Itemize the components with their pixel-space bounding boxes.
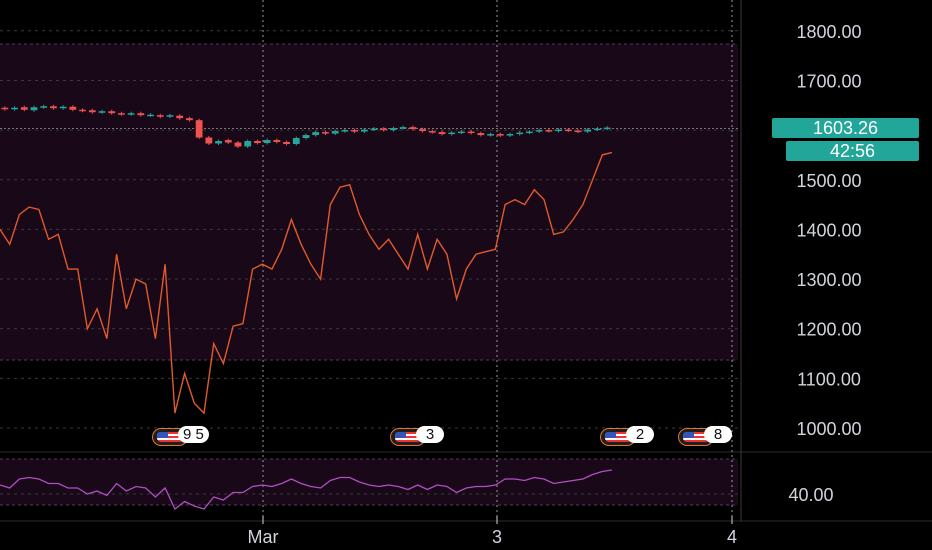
candle-body [312,132,320,136]
candle-body [477,133,485,136]
candle-body [487,134,494,136]
candle-body [244,141,252,147]
candle-body [574,130,582,133]
candle-body [496,134,504,136]
us-event-marker[interactable]: 3 [390,426,480,446]
candlestick-series [1,104,611,148]
candle-body [331,131,339,134]
price-label: 1100.00 [797,369,861,389]
candle-body [341,130,349,132]
candle-body [69,106,77,110]
candle-body [88,110,96,113]
candle-body [166,115,174,117]
us-event-marker[interactable]: 9 5 [152,426,242,446]
event-count-badge: 8 [704,426,732,443]
candle-body [1,107,9,110]
event-count-badge: 2 [626,426,654,443]
candle-body [292,138,300,145]
price-gridlines [0,30,738,495]
candle-body [516,132,524,135]
price-label: 1700.00 [796,71,861,91]
candle-body [273,140,281,143]
candle-body [545,130,553,132]
candle-body [594,128,601,131]
candle-body [254,141,261,144]
price-label: 1400.00 [796,220,861,240]
background-bands [0,43,932,522]
candle-body [351,130,358,132]
bar-countdown-badge: 42:56 [786,141,919,161]
price-label: 1500.00 [796,171,861,191]
candle-body [59,106,67,109]
candle-body [555,129,562,132]
price-label: 1000.00 [796,419,861,439]
candle-body [467,131,475,134]
candle-body [322,132,329,134]
candle-body [283,142,290,145]
candle-body [186,118,193,121]
candle-body [79,109,86,112]
orange-line-series [0,151,613,415]
candle-body [603,127,611,130]
candle-body [127,113,135,115]
candle-body [380,128,388,131]
candle-body [11,107,18,110]
candle-body [302,135,310,139]
time-label: 4 [727,527,737,547]
event-count-badge: 3 [416,426,444,443]
time-label: Mar [248,527,279,547]
price-label: 1800.00 [796,22,861,42]
candle-body [360,129,368,132]
time-gridlines [262,0,742,521]
rsi-indicator [0,469,613,511]
candle-body [438,132,446,135]
candle-body [195,120,203,138]
candle-body [234,142,242,147]
candle-body [215,141,222,144]
candle-body [205,137,213,144]
candle-body [458,131,465,134]
price-label: 1200.00 [796,320,861,340]
candle-body [176,115,184,119]
candle-body [137,113,145,116]
candle-body [390,128,397,131]
rsi-level-label: 40.00 [788,485,833,505]
us-event-marker[interactable]: 2 [600,426,690,446]
candle-body [20,107,28,110]
orange-line-path [0,151,613,415]
candle-body [156,115,164,117]
candle-body [419,129,426,132]
candle-body [118,113,125,115]
time-label: 3 [492,527,502,547]
event-count-badge: 9 5 [178,426,209,443]
last-price-badge: 1603.26 [772,118,919,138]
candle-body [506,134,514,136]
rsi-band [0,459,738,505]
candle-body [526,131,533,134]
price-label: 1300.00 [796,270,861,290]
time-axis[interactable]: Mar 3 4 [248,516,738,547]
candle-body [40,106,48,108]
candle-body [448,132,456,135]
candle-body [370,128,378,131]
candle-body [263,140,271,144]
candle-body [428,131,436,133]
candle-body [108,111,116,114]
price-axis[interactable]: 1800.001700.001600.001500.001400.001300.… [788,22,861,505]
main-band [0,44,738,360]
candle-body [584,129,592,132]
candle-body [564,129,572,132]
candle-body [535,130,543,132]
candle-body [147,114,154,117]
rsi-line-path [0,469,613,511]
candle-body [409,127,417,130]
us-event-marker[interactable]: 8 [678,426,768,446]
candle-body [30,107,38,111]
candle-body [224,140,232,143]
candle-body [50,106,57,109]
candle-body [98,111,106,113]
candle-body [399,127,407,129]
